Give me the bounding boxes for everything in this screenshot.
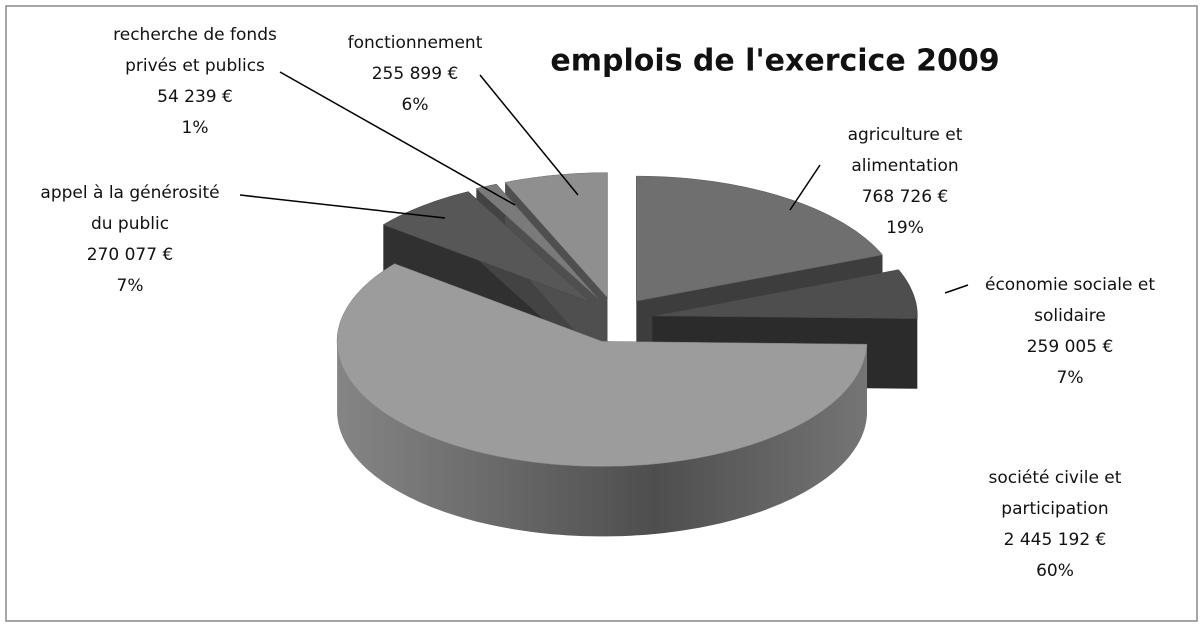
leader-line (479, 74, 579, 196)
percent-label: 6% (402, 95, 429, 115)
value-label: 2 445 192 € (1004, 530, 1107, 550)
chart-title: emplois de l'exercice 2009 (550, 44, 999, 79)
slice-label: agriculture et (848, 125, 963, 145)
slice-label: recherche de fonds (113, 25, 277, 45)
percent-label: 19% (886, 218, 924, 238)
slice-label: du public (91, 214, 169, 234)
leader-line (789, 164, 821, 211)
percent-label: 7% (1057, 368, 1084, 388)
slice (652, 269, 918, 320)
slice (382, 191, 591, 303)
slice-label: fonctionnement (348, 33, 483, 53)
percent-label: 7% (117, 276, 144, 296)
slice-label: économie sociale et (985, 275, 1155, 295)
slice (475, 183, 600, 300)
slice (504, 172, 608, 299)
value-label: 255 899 € (372, 64, 459, 84)
value-label: 270 077 € (87, 245, 174, 265)
slice-label: appel à la générosité (40, 183, 219, 203)
slice-label: participation (1001, 499, 1108, 519)
leader-line (279, 71, 516, 206)
slice-label: solidaire (1034, 306, 1106, 326)
slice-label: alimentation (851, 156, 958, 176)
slice-label: société civile et (989, 468, 1122, 488)
leader-line (944, 284, 969, 294)
slice-label: privés et publics (125, 56, 265, 76)
percent-label: 1% (182, 118, 209, 138)
leader-line (239, 194, 446, 219)
slice-wall (337, 341, 868, 537)
value-label: 768 726 € (862, 187, 949, 207)
slice (636, 175, 883, 302)
percent-label: 60% (1036, 561, 1074, 581)
value-label: 54 239 € (157, 87, 233, 107)
slice (336, 263, 868, 467)
value-label: 259 005 € (1027, 337, 1114, 357)
